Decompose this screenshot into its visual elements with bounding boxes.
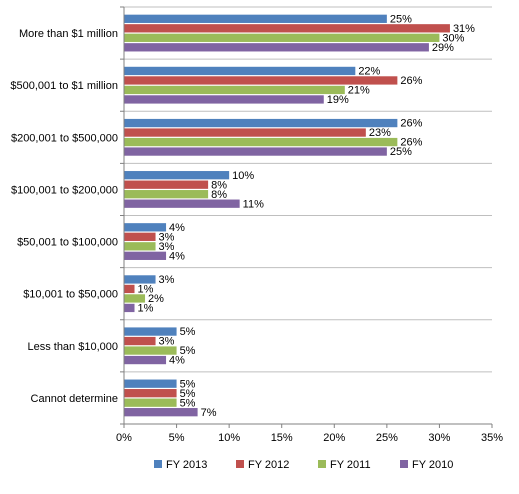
data-label: 5%	[180, 397, 196, 409]
bar	[124, 180, 209, 189]
bars	[124, 14, 450, 417]
data-label: 7%	[201, 407, 217, 419]
x-tick-label: 15%	[271, 432, 293, 444]
bar	[124, 251, 167, 260]
bar	[124, 275, 156, 284]
category-label: $50,001 to $100,000	[17, 237, 118, 249]
bar	[124, 171, 230, 180]
category-separators	[124, 6, 492, 373]
bar	[124, 379, 177, 388]
data-label: 8%	[211, 179, 227, 191]
bar	[124, 327, 177, 336]
legend-label: FY 2011	[330, 459, 371, 471]
data-label: 31%	[453, 23, 475, 35]
bar	[124, 128, 366, 137]
category-label: $200,001 to $500,000	[11, 132, 118, 144]
bar	[124, 232, 156, 241]
x-tick-label: 20%	[323, 432, 345, 444]
data-label: 4%	[169, 222, 185, 234]
legend-swatch	[154, 460, 162, 468]
category-label: Cannot determine	[31, 393, 118, 405]
legend-label: FY 2010	[412, 459, 453, 471]
x-tick-label: 25%	[376, 432, 398, 444]
bar	[124, 303, 135, 313]
bar	[124, 14, 387, 23]
category-label: $10,001 to $50,000	[23, 289, 118, 301]
data-label: 3%	[159, 336, 175, 348]
bar	[124, 336, 156, 346]
data-label: 26%	[400, 75, 422, 87]
legend-swatch	[400, 460, 408, 468]
bar	[124, 43, 429, 52]
data-label: 4%	[169, 250, 185, 262]
legend: FY 2013 FY 2012 FY 2011 FY 2010	[154, 459, 453, 471]
data-label: 8%	[211, 189, 227, 201]
data-label: 5%	[180, 345, 196, 357]
data-label: 22%	[358, 66, 380, 78]
data-label: 19%	[327, 94, 349, 106]
bar	[124, 223, 167, 232]
data-label: 29%	[432, 42, 454, 54]
bar	[124, 389, 177, 398]
bar	[124, 242, 156, 251]
legend-label: FY 2012	[248, 459, 289, 471]
bar	[124, 33, 440, 42]
data-label: 1%	[138, 303, 154, 315]
data-label: 3%	[159, 274, 175, 286]
bar	[124, 190, 209, 199]
bar	[124, 294, 146, 303]
data-label: 26%	[400, 137, 422, 149]
data-label: 5%	[180, 326, 196, 338]
x-tick-label: 30%	[428, 432, 450, 444]
bar	[124, 137, 398, 147]
bar	[124, 95, 324, 104]
data-label: 4%	[169, 355, 185, 367]
data-label: 3%	[159, 231, 175, 243]
x-tick-label: 5%	[169, 432, 185, 444]
legend-label: FY 2013	[166, 459, 207, 471]
data-label: 30%	[442, 32, 464, 44]
data-labels: 25%31%30%29%22%26%21%19%26%23%26%25%10%8…	[138, 13, 476, 418]
bar	[124, 24, 450, 33]
x-tick-label: 0%	[116, 432, 132, 444]
data-label: 1%	[138, 284, 154, 296]
category-label: $500,001 to $1 million	[10, 80, 118, 92]
data-label: 5%	[180, 378, 196, 390]
bar	[124, 398, 177, 407]
bar	[124, 76, 398, 85]
bar	[124, 284, 135, 294]
x-tick-label: 10%	[218, 432, 240, 444]
bar	[124, 147, 387, 156]
bar	[124, 66, 356, 76]
data-label: 5%	[180, 388, 196, 400]
bar	[124, 408, 198, 417]
data-label: 21%	[348, 85, 370, 97]
axes: More than $1 million $500,001 to $1 milli…	[10, 6, 503, 444]
bar	[124, 199, 240, 208]
bar	[124, 85, 345, 95]
category-label: Less than $10,000	[27, 341, 118, 353]
data-label: 23%	[369, 127, 391, 139]
data-label: 3%	[159, 241, 175, 253]
data-label: 2%	[148, 293, 164, 305]
data-label: 25%	[390, 13, 412, 25]
legend-swatch	[318, 460, 326, 468]
bar	[124, 118, 398, 128]
bar	[124, 355, 167, 365]
data-label: 26%	[400, 118, 422, 130]
data-label: 11%	[243, 198, 264, 210]
data-label: 10%	[232, 170, 254, 182]
x-tick-label: 35%	[481, 432, 503, 444]
category-label: More than $1 million	[19, 28, 118, 40]
legend-swatch	[236, 460, 244, 468]
bar	[124, 346, 177, 355]
data-label: 25%	[390, 146, 412, 158]
category-label: $100,001 to $200,000	[11, 184, 118, 196]
